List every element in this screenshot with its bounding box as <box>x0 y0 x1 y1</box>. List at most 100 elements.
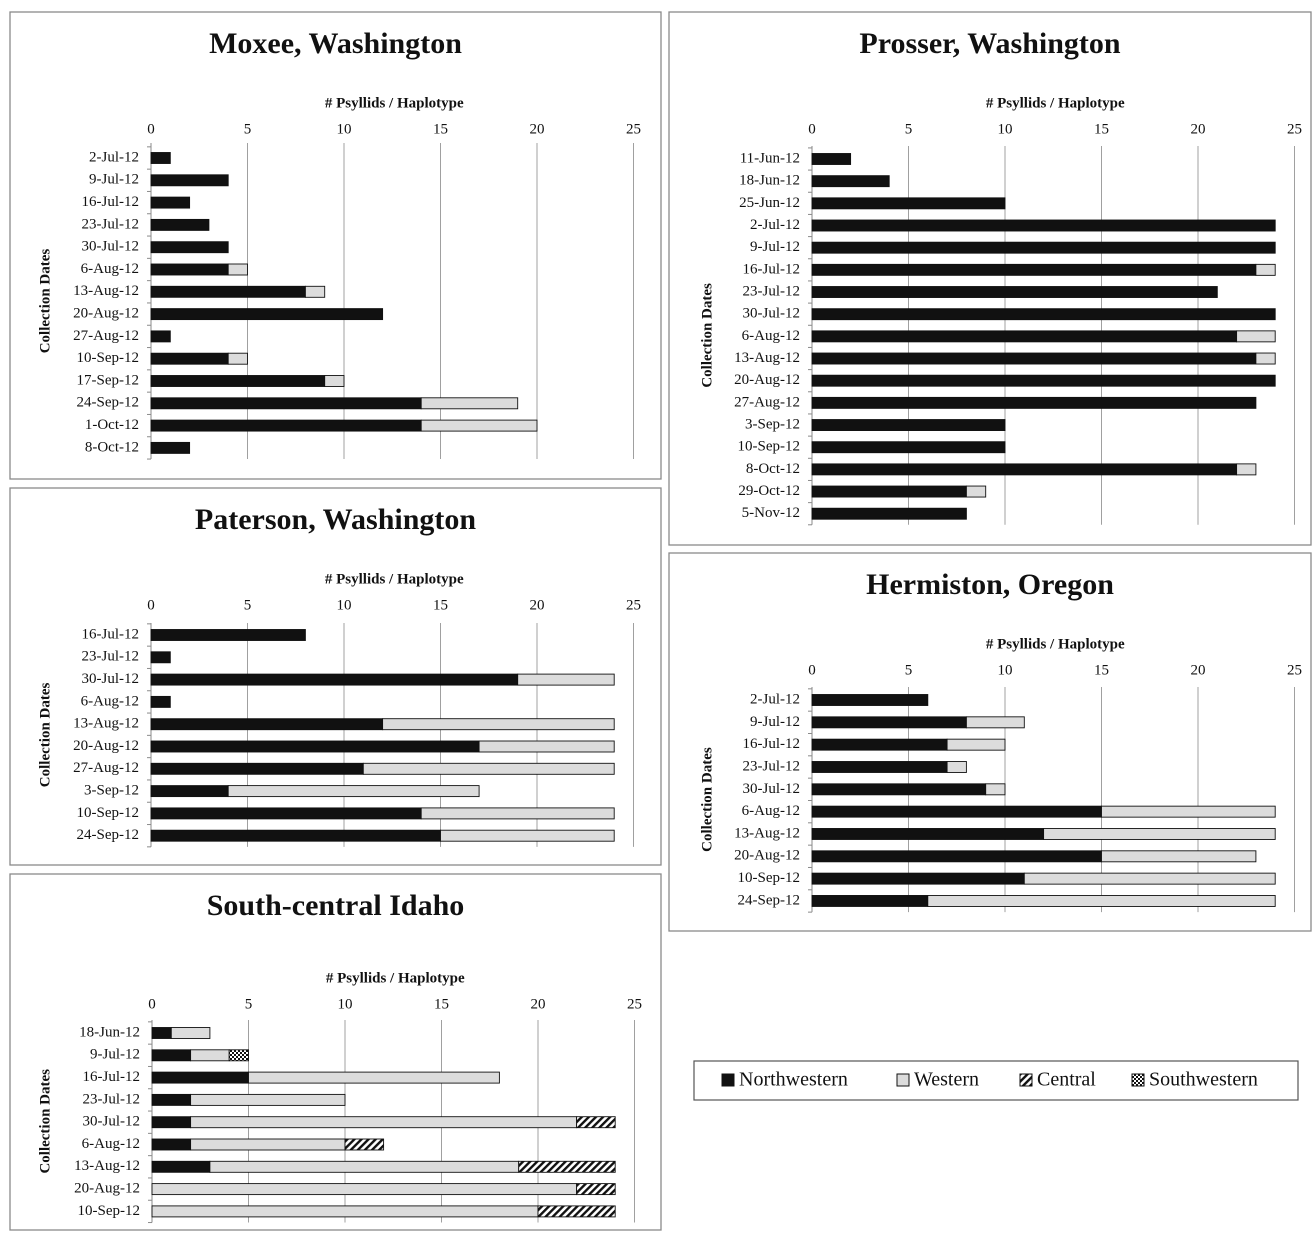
y-tick-label: 17-Sep-12 <box>77 372 140 388</box>
x-tick-label: 25 <box>627 996 642 1012</box>
bar-southwestern <box>228 1049 249 1062</box>
y-tick-label: 24-Sep-12 <box>738 892 801 908</box>
y-tick-label: 9-Jul-12 <box>750 239 800 255</box>
bar-northwestern <box>150 718 384 731</box>
x-axis-label: # Psyllids / Haplotype <box>986 95 1125 111</box>
legend-label-western: Western <box>914 1069 979 1091</box>
y-tick-label: 6-Aug-12 <box>742 328 800 344</box>
y-tick-label: 29-Oct-12 <box>738 483 800 499</box>
bar-western <box>965 716 1025 729</box>
bar-western <box>227 785 480 798</box>
y-tick-label: 23-Jul-12 <box>83 1091 141 1107</box>
y-tick-label: 27-Aug-12 <box>73 760 139 776</box>
bar-northwestern <box>150 196 191 209</box>
bar-northwestern <box>150 397 422 410</box>
bar-western <box>1236 463 1257 476</box>
y-tick-label: 30-Jul-12 <box>82 239 140 255</box>
x-tick-label: 25 <box>1287 662 1302 678</box>
bar-western <box>190 1093 346 1106</box>
y-tick-label: 23-Jul-12 <box>743 758 801 774</box>
y-tick-label: 6-Aug-12 <box>81 693 139 709</box>
legend-frame <box>693 1060 1299 1101</box>
bar-western <box>1043 828 1276 840</box>
bar-northwestern <box>811 783 987 796</box>
y-tick-label: 9-Jul-12 <box>90 1047 140 1063</box>
x-tick-label: 5 <box>244 121 252 137</box>
y-tick-label: 11-Jun-12 <box>740 150 800 166</box>
bar-northwestern <box>811 441 1006 454</box>
bar-western <box>420 419 538 432</box>
x-tick-label: 20 <box>1191 121 1206 137</box>
y-tick-label: 10-Sep-12 <box>78 1203 141 1219</box>
x-tick-label: 0 <box>147 597 155 613</box>
y-tick-label: 1-Oct-12 <box>85 417 139 433</box>
bar-northwestern <box>150 419 422 432</box>
bar-western <box>1255 263 1276 276</box>
bar-northwestern <box>811 463 1238 476</box>
bar-northwestern <box>150 829 441 842</box>
bar-central <box>537 1205 616 1218</box>
bar-northwestern <box>811 872 1025 885</box>
bar-northwestern <box>151 1116 192 1129</box>
y-tick-label: 10-Sep-12 <box>738 870 801 886</box>
legend-swatch-northwestern <box>721 1073 735 1087</box>
bar-central <box>576 1183 616 1196</box>
bar-western <box>478 740 615 753</box>
bar-northwestern <box>811 308 1276 321</box>
x-tick-label: 15 <box>433 121 448 137</box>
bar-western <box>209 1160 520 1173</box>
y-tick-label: 2-Jul-12 <box>89 149 139 165</box>
bar-northwestern <box>811 716 967 729</box>
bar-northwestern <box>150 285 306 298</box>
bar-northwestern <box>151 1093 192 1106</box>
bar-northwestern <box>150 807 422 820</box>
y-tick-label: 10-Sep-12 <box>738 439 801 455</box>
y-tick-label: 13-Aug-12 <box>73 283 139 299</box>
chart-title: Hermiston, Oregon <box>866 568 1114 601</box>
x-tick-label: 15 <box>434 996 449 1012</box>
x-tick-label: 5 <box>905 121 913 137</box>
bar-northwestern <box>150 629 306 641</box>
bar-central <box>518 1160 616 1173</box>
y-tick-label: 30-Jul-12 <box>82 671 140 687</box>
bar-northwestern <box>811 374 1276 387</box>
x-tick-label: 25 <box>626 597 641 613</box>
y-axis-label: Collection Dates <box>699 283 715 388</box>
bar-northwestern <box>150 218 210 231</box>
x-axis-label: # Psyllids / Haplotype <box>986 636 1125 652</box>
bar-northwestern <box>811 850 1102 863</box>
legend-swatch-central <box>1019 1073 1033 1087</box>
x-tick-label: 20 <box>1191 662 1206 678</box>
y-tick-label: 25-Jun-12 <box>739 195 800 211</box>
bar-northwestern <box>150 308 384 321</box>
y-tick-label: 20-Aug-12 <box>74 1181 140 1197</box>
bar-western <box>946 738 1006 751</box>
x-tick-label: 25 <box>626 121 641 137</box>
bar-western <box>1023 872 1276 885</box>
bar-western <box>420 807 615 820</box>
y-tick-label: 18-Jun-12 <box>79 1024 140 1040</box>
y-tick-label: 16-Jul-12 <box>83 1069 141 1085</box>
x-tick-label: 15 <box>1094 662 1109 678</box>
y-tick-label: 16-Jul-12 <box>82 194 140 210</box>
y-tick-label: 3-Sep-12 <box>745 416 800 432</box>
bar-western <box>362 762 615 775</box>
bar-western <box>382 718 615 731</box>
bar-northwestern <box>151 1160 211 1173</box>
y-axis-label: Collection Dates <box>37 682 53 787</box>
bar-western <box>1101 850 1257 863</box>
bar-western <box>227 263 248 276</box>
bar-northwestern <box>811 738 948 751</box>
bar-western <box>440 829 615 842</box>
bar-northwestern <box>811 241 1276 254</box>
chart-title: Paterson, Washington <box>195 503 476 536</box>
y-tick-label: 24-Sep-12 <box>77 395 140 411</box>
y-tick-label: 20-Aug-12 <box>734 372 800 388</box>
bar-western <box>190 1138 346 1151</box>
bar-northwestern <box>811 219 1276 232</box>
x-tick-label: 10 <box>337 121 352 137</box>
y-tick-label: 20-Aug-12 <box>734 848 800 864</box>
bar-northwestern <box>150 263 229 276</box>
y-axis-label: Collection Dates <box>37 249 53 354</box>
